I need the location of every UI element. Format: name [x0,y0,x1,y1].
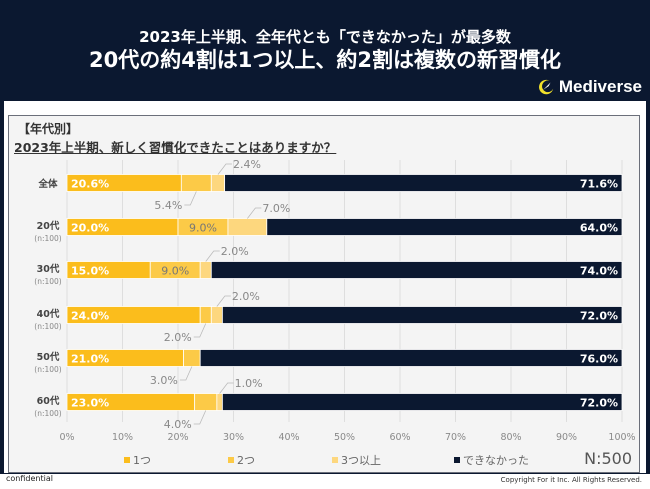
x-tick-label: 20% [167,432,188,443]
category-label: 20代 [37,220,60,232]
data-label-none: 72.0% [580,310,618,323]
data-label-none: 71.6% [580,178,618,191]
data-label-two: 3.0% [150,374,178,387]
data-label-two: 9.0% [189,222,217,235]
data-label-three-plus: 7.0% [262,202,290,215]
data-label-none: 64.0% [580,222,618,235]
data-label-one: 20.6% [71,178,109,191]
leader-line [217,163,232,175]
bar-segment-two [180,174,212,192]
legend-label: 3つ以上 [341,454,381,467]
data-label-two: 5.4% [154,199,182,212]
legend-label: 1つ [133,454,151,467]
x-tick-label: 70% [445,432,466,443]
brand-name: Mediverse [558,77,642,96]
x-tick-label: 90% [556,432,577,443]
x-tick-label: 40% [278,432,299,443]
data-label-none: 74.0% [580,265,618,278]
legend-item-three-plus: 3つ以上 [332,452,381,468]
category-label: 全体 [37,178,58,190]
category-label: 60代 [37,395,60,407]
data-label-one: 21.0% [71,353,109,366]
legend-item-two: 2つ [228,452,255,468]
bar-segment-none [210,261,623,279]
x-tick-label: 50% [334,432,355,443]
bar-segment-three-plus [216,393,223,411]
legend-label: 2つ [237,454,255,467]
data-label-one: 23.0% [71,397,109,410]
category-sublabel: (n:100) [34,277,62,286]
leader-line [193,323,207,338]
legend-item-none: できなかった [454,452,529,468]
bar-segment-three-plus [227,218,268,236]
legend-item-one: 1つ [124,452,151,468]
bar-segment-three-plus [199,261,212,279]
bar-segment-none [224,174,623,192]
leader-line [184,191,197,206]
data-label-three-plus: 2.0% [221,245,249,258]
leader-line [247,207,262,219]
bar-segment-none [266,218,623,236]
survey-question: 2023年上半期、新しく習慣化できたことはありますか？ [14,140,337,155]
category-label: 30代 [37,263,60,275]
leader-line [219,382,234,394]
leader-line [193,410,207,425]
x-tick-label: 30% [223,432,244,443]
header-banner: 2023年上半期、全年代とも「できなかった」が最多数 20代の約4割は1つ以上、… [0,0,650,100]
category-sublabel: (n:100) [34,322,62,331]
data-label-none: 72.0% [580,397,618,410]
bar-segment-none [199,349,623,367]
data-label-three-plus: 2.0% [232,290,260,303]
rocket-moon-icon [538,79,554,95]
x-tick-label: 10% [112,432,133,443]
bar-segment-none [221,393,623,411]
section-label: 【年代別】 [18,122,79,136]
category-sublabel: (n:100) [34,409,62,418]
x-tick-label: 0% [59,432,74,443]
copyright-text: Copyright For it Inc. All Rights Reserve… [500,476,642,484]
leader-line [179,366,193,381]
legend-swatch-none [454,457,460,463]
data-label-one: 20.0% [71,222,109,235]
brand-logo: Mediverse [537,77,642,97]
footer-bar [0,473,650,489]
leader-line [216,295,231,307]
data-label-three-plus: 1.0% [235,377,263,390]
legend-swatch-two [228,457,234,463]
x-tick-label: 100% [608,432,635,443]
data-label-three-plus: 2.4% [233,158,261,171]
legend-label: できなかった [463,454,529,467]
data-label-one: 15.0% [71,265,109,278]
bar-segment-two [183,349,201,367]
category-label: 50代 [37,351,60,363]
category-label: 40代 [37,308,60,320]
headline-line-1: 2023年上半期、全年代とも「できなかった」が最多数 [139,28,511,46]
bar-segment-three-plus [210,174,226,192]
legend-swatch-three-plus [332,457,338,463]
category-sublabel: (n:100) [34,234,62,243]
data-label-two: 2.0% [164,331,192,344]
headline-line-2: 20代の約4割は1つ以上、約2割は複数の新習慣化 [88,48,562,72]
x-tick-label: 60% [389,432,410,443]
data-label-two: 9.0% [161,265,189,278]
leader-line [205,250,220,262]
sample-size: N:500 [584,449,632,468]
data-label-two: 4.0% [164,418,192,431]
bar-segment-two [194,393,218,411]
confidential-label: confidential [6,474,53,483]
data-label-one: 24.0% [71,310,109,323]
legend-swatch-one [124,457,130,463]
data-label-none: 76.0% [580,353,618,366]
x-tick-label: 80% [500,432,521,443]
bar-segment-two [199,306,212,324]
category-sublabel: (n:100) [34,365,62,374]
bar-segment-three-plus [210,306,223,324]
bar-segment-none [221,306,623,324]
